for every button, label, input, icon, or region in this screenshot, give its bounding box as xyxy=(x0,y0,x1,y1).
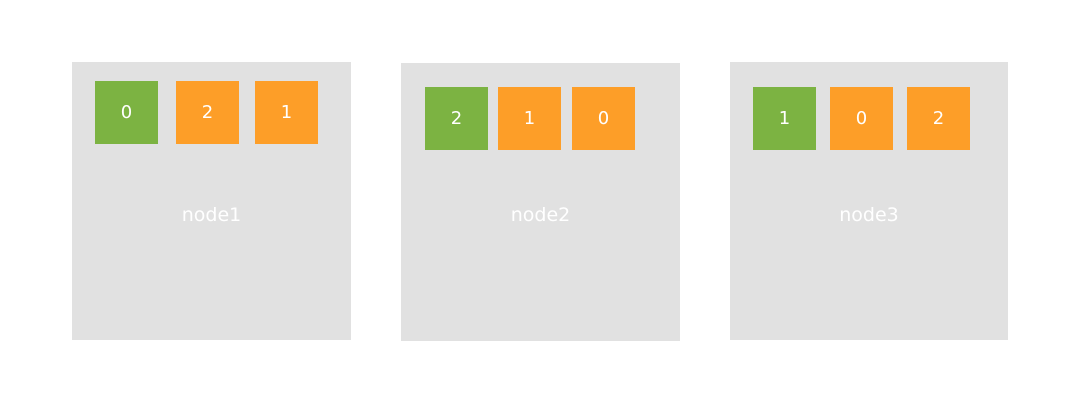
replica-shard: 2 xyxy=(176,81,239,144)
replica-shard: 0 xyxy=(830,87,893,150)
replica-shard: 0 xyxy=(572,87,635,150)
primary-shard: 0 xyxy=(95,81,158,144)
primary-shard: 2 xyxy=(425,87,488,150)
node-box-2: 2 1 0 node2 xyxy=(401,63,680,341)
primary-shard: 1 xyxy=(753,87,816,150)
replica-shard: 1 xyxy=(255,81,318,144)
replica-shard: 1 xyxy=(498,87,561,150)
node-box-1: 0 2 1 node1 xyxy=(72,62,351,340)
node-label: node3 xyxy=(839,204,899,226)
node-label: node1 xyxy=(181,204,242,226)
node-label: node2 xyxy=(510,204,571,226)
node-box-3: 1 0 2 node3 xyxy=(730,62,1008,340)
replica-shard: 2 xyxy=(907,87,970,150)
